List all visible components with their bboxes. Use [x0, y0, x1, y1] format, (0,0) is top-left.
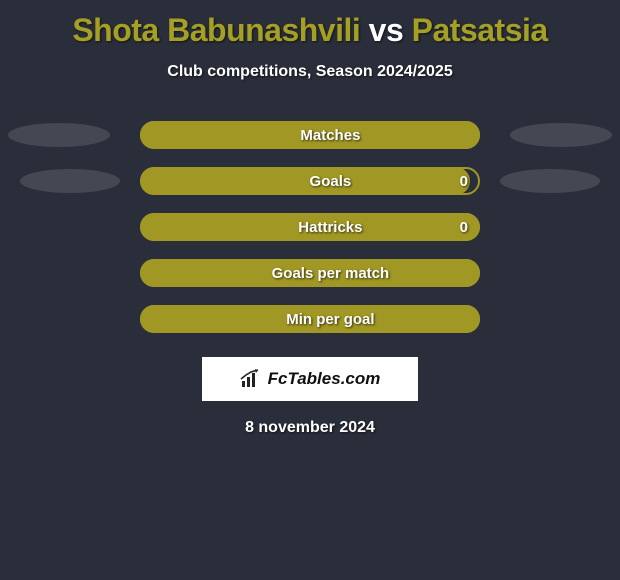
stat-label: Min per goal — [160, 311, 500, 328]
stat-value: 0 — [460, 219, 468, 236]
subtitle: Club competitions, Season 2024/2025 — [0, 63, 620, 81]
stats-container: MatchesGoals0Hattricks0Goals per matchMi… — [0, 121, 620, 333]
stat-label: Matches — [160, 127, 500, 144]
brand-chart-icon — [240, 369, 262, 389]
stat-label: Hattricks — [160, 219, 500, 236]
stat-value: 0 — [460, 173, 468, 190]
side-ellipse-left — [8, 123, 110, 147]
side-ellipse-right — [500, 169, 600, 193]
stat-row: Min per goal — [0, 305, 620, 333]
title-vs: vs — [369, 12, 404, 48]
side-ellipse-left — [20, 169, 120, 193]
side-ellipse-right — [510, 123, 612, 147]
stat-row: Hattricks0 — [0, 213, 620, 241]
title-player1: Shota Babunashvili — [72, 12, 360, 48]
brand-box: FcTables.com — [202, 357, 418, 401]
title-player2: Patsatsia — [412, 12, 548, 48]
stat-row: Goals per match — [0, 259, 620, 287]
date-label: 8 november 2024 — [0, 419, 620, 437]
stat-row: Goals0 — [0, 167, 620, 195]
stat-row: Matches — [0, 121, 620, 149]
stat-label: Goals — [160, 173, 500, 190]
brand-text: FcTables.com — [268, 369, 381, 389]
page-title: Shota Babunashvili vs Patsatsia — [0, 0, 620, 49]
stat-label: Goals per match — [160, 265, 500, 282]
